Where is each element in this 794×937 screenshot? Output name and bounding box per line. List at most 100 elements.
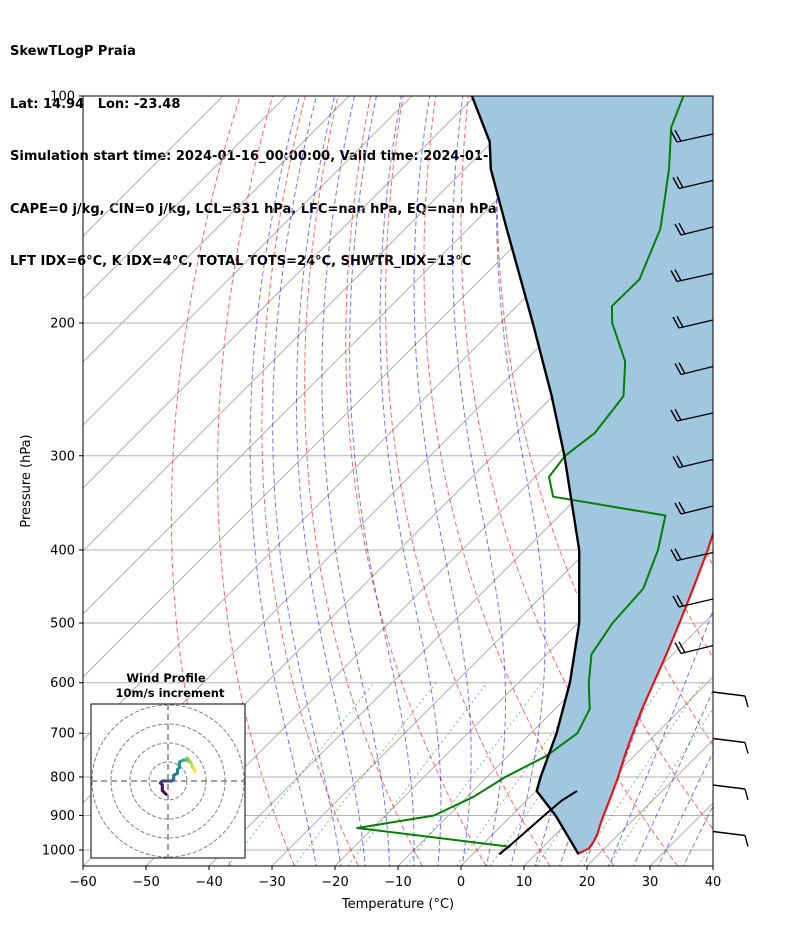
barb-staff [676,551,714,562]
wind-barb [670,269,714,283]
y-tick-label: 900 [50,809,75,824]
dry-adiabat [729,96,794,866]
hodograph-title: Wind Profile [126,671,206,685]
barb-flag [678,501,686,514]
barb-flag [674,269,682,282]
barb-flag [674,223,682,236]
isotherm-line [334,487,713,866]
dry-adiabat [261,96,359,866]
isotherm-line [145,298,713,866]
barb-staff [712,784,746,790]
isotherm-line [523,676,713,866]
wind-barb [712,691,749,708]
barb-staff [680,226,714,236]
isotherm-line [83,96,287,300]
isotherm-line [83,96,602,615]
barb-staff [676,272,714,283]
x-tick-label: −30 [258,875,285,890]
y-tick-label: 700 [50,727,75,742]
barb-staff [678,458,714,469]
wind-barb [712,784,749,801]
barb-flag [678,222,686,235]
mixing-ratio-line [577,682,703,866]
barb-flag [676,455,684,468]
parcel-line [470,96,581,855]
barb-staff [678,319,714,329]
location-line: Lat: 14.94 Lon: -23.48 [10,96,181,112]
moist-adiabat [413,96,472,866]
moist-adiabat [296,96,366,866]
wind-barb [672,594,714,608]
x-tick-label: 40 [705,875,722,890]
x-tick-label: −60 [69,875,96,890]
barb-staff [680,365,714,376]
dry-adiabat [345,96,487,866]
hodograph-subtitle: 10m/s increment [116,686,225,700]
barb-staff [680,505,714,515]
isotherm-line [397,550,713,866]
moist-adiabat [349,96,415,866]
isotherm-line [83,96,413,426]
mixing-ratio-line [405,682,543,866]
x-tick-label: 20 [579,875,596,890]
barb-flag [672,456,680,468]
moist-adiabat [682,805,713,866]
y-tick-label: 1000 [42,844,75,859]
barb-staff [680,644,714,655]
wind-barb [674,222,714,236]
barb-flag [674,502,682,515]
barb-staff [712,691,746,697]
barb-flag [670,409,678,422]
barb-flag [678,641,686,654]
dry-adiabat [170,96,241,866]
cape-line: CAPE=0 j/kg, CIN=0 j/kg, LCL=831 hPa, LF… [10,201,497,217]
cape-cin-fill [471,96,713,855]
barb-staff [712,737,746,744]
cape-cin-area [471,96,713,855]
moist-adiabat [379,96,442,866]
isotherm-line [83,96,350,363]
hodograph-trace [158,756,197,796]
mixing-ratio-line [293,682,437,866]
dry-adiabat [304,96,423,866]
barb-flag [672,316,680,329]
wind-barb [670,548,714,562]
y-tick-label: 800 [50,770,75,785]
moist-adiabat [272,96,342,866]
mixing-ratio-line [227,682,375,866]
chart-title: SkewTLogP Praia [10,44,136,59]
x-tick-label: −40 [195,875,222,890]
wind-barb [712,737,749,754]
barb-staff [712,830,746,837]
dry-adiabat [496,96,713,830]
y-tick-label: 500 [50,617,75,632]
x-tick-label: −50 [132,875,159,890]
y-tick-label: 300 [50,449,75,464]
moist-adiabat [496,96,546,866]
x-tick-label: 30 [642,875,659,890]
x-tick-label: 0 [457,875,465,890]
barb-flag [744,835,749,847]
moist-adiabat [249,96,317,866]
wind-barb [672,176,714,190]
barb-flag [674,548,682,561]
chart-header: SkewTLogP Praia Lat: 14.94 Lon: -23.48 S… [10,8,603,288]
wind-barb [712,830,749,847]
y-axis-label: Pressure (hPa) [19,434,34,527]
x-tick-label: 10 [516,875,533,890]
dry-adiabat [217,96,295,866]
y-tick-label: 400 [50,543,75,558]
lower-profile-line [498,790,578,856]
moist-adiabat [321,96,391,866]
wind-barb [674,362,714,376]
wind-barb [674,501,714,515]
wind-barb [672,455,714,469]
x-tick-label: −10 [384,875,411,890]
barb-flag [678,362,686,375]
axis-ticks: −60 −50 −40 −30 −20 −10 0 10 20 30 40 100 200 300 400 5… [42,90,721,891]
barb-flag [744,695,749,708]
barb-flag [744,742,749,754]
y-tick-label: 200 [50,316,75,331]
barb-staff [676,133,714,143]
